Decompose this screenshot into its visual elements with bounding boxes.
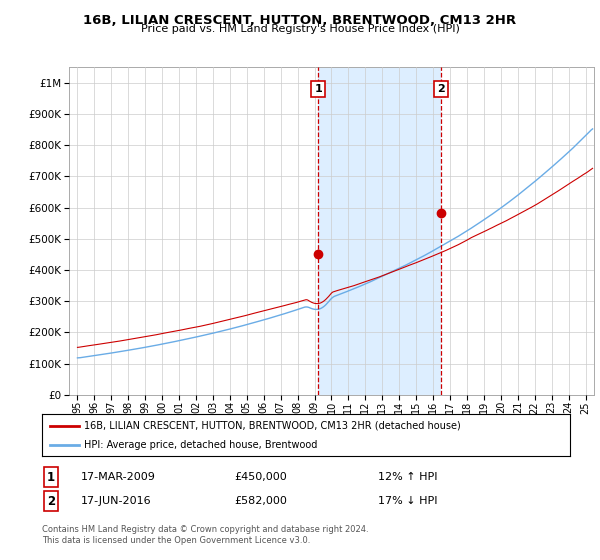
Text: 16B, LILIAN CRESCENT, HUTTON, BRENTWOOD, CM13 2HR: 16B, LILIAN CRESCENT, HUTTON, BRENTWOOD,… — [83, 14, 517, 27]
Text: 12% ↑ HPI: 12% ↑ HPI — [378, 472, 437, 482]
Bar — [318, 67, 441, 395]
Text: 1: 1 — [314, 84, 322, 94]
Text: 2: 2 — [437, 84, 445, 94]
Text: £450,000: £450,000 — [234, 472, 287, 482]
Text: Price paid vs. HM Land Registry's House Price Index (HPI): Price paid vs. HM Land Registry's House … — [140, 24, 460, 34]
Text: Contains HM Land Registry data © Crown copyright and database right 2024.
This d: Contains HM Land Registry data © Crown c… — [42, 525, 368, 545]
Text: £582,000: £582,000 — [234, 496, 287, 506]
Text: 17% ↓ HPI: 17% ↓ HPI — [378, 496, 437, 506]
Text: HPI: Average price, detached house, Brentwood: HPI: Average price, detached house, Bren… — [84, 440, 317, 450]
Text: 17-JUN-2016: 17-JUN-2016 — [81, 496, 152, 506]
Text: 2: 2 — [47, 494, 55, 508]
Text: 16B, LILIAN CRESCENT, HUTTON, BRENTWOOD, CM13 2HR (detached house): 16B, LILIAN CRESCENT, HUTTON, BRENTWOOD,… — [84, 421, 461, 431]
Text: 17-MAR-2009: 17-MAR-2009 — [81, 472, 156, 482]
Text: 1: 1 — [47, 470, 55, 484]
